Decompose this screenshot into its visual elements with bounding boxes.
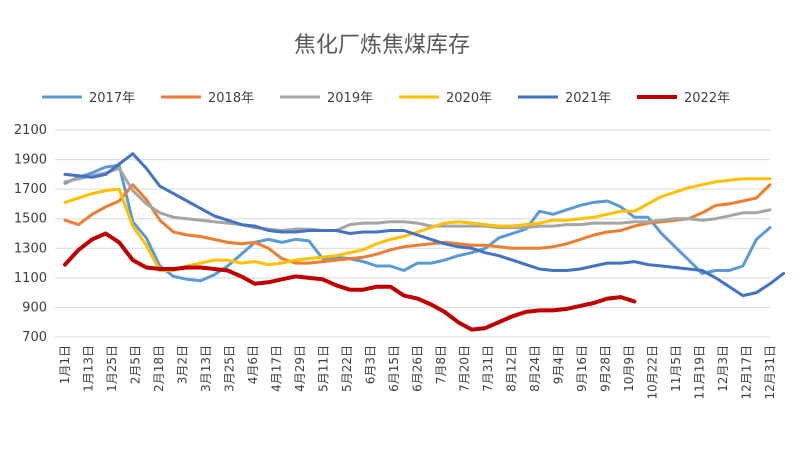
plot-area bbox=[63, 152, 786, 332]
x-tick-label: 6月3日 bbox=[364, 345, 378, 384]
y-tick-label: 900 bbox=[22, 300, 47, 315]
x-tick-label: 11月19日 bbox=[693, 345, 707, 400]
x-tick-label: 2月18日 bbox=[152, 345, 166, 392]
series-line-2021年 bbox=[63, 152, 786, 298]
legend: 2017年 2018年 2019年 2020年 2021年 2022年 bbox=[42, 91, 730, 106]
legend-label: 2017年 bbox=[89, 91, 135, 106]
x-tick-label: 4月29日 bbox=[293, 345, 307, 392]
x-tick-label: 9月16日 bbox=[575, 345, 589, 392]
x-tick-label: 7月20日 bbox=[458, 345, 472, 392]
x-tick-label: 8月12日 bbox=[505, 345, 519, 392]
y-axis: 700 900 1100 1300 1500 1700 1900 2100 bbox=[14, 123, 47, 345]
x-tick-label: 10月22日 bbox=[646, 345, 660, 400]
x-axis: 1月1日 1月13日 1月25日 2月5日 2月18日 3月2日 3月13日 3月25日 4月6… bbox=[58, 345, 777, 400]
chart-title: 焦化厂炼焦煤库存 bbox=[294, 33, 470, 58]
x-tick-label: 11月5日 bbox=[669, 345, 683, 392]
x-tick-label: 9月4日 bbox=[552, 345, 566, 384]
x-tick-label: 7月31日 bbox=[481, 345, 495, 392]
y-tick-label: 1900 bbox=[14, 153, 47, 168]
x-tick-label: 3月2日 bbox=[176, 345, 190, 384]
x-tick-label: 3月25日 bbox=[223, 345, 237, 392]
x-tick-label: 4月17日 bbox=[270, 345, 284, 392]
y-tick-label: 2100 bbox=[14, 123, 47, 138]
y-tick-label: 1700 bbox=[14, 182, 47, 197]
y-tick-label: 700 bbox=[22, 330, 47, 345]
y-tick-label: 1500 bbox=[14, 212, 47, 227]
legend-label: 2022年 bbox=[684, 91, 730, 106]
x-tick-label: 7月8日 bbox=[434, 345, 448, 384]
legend-label: 2019年 bbox=[327, 91, 373, 106]
legend-label: 2021年 bbox=[565, 91, 611, 106]
x-tick-label: 12月3日 bbox=[716, 345, 730, 392]
x-tick-label: 10月9日 bbox=[622, 345, 636, 392]
x-tick-label: 6月15日 bbox=[387, 345, 401, 392]
x-tick-label: 9月28日 bbox=[599, 345, 613, 392]
y-tick-label: 1100 bbox=[14, 271, 47, 286]
x-tick-label: 5月11日 bbox=[317, 345, 331, 392]
x-tick-label: 2月5日 bbox=[129, 345, 143, 384]
x-tick-label: 3月13日 bbox=[199, 345, 213, 392]
x-tick-label: 12月17日 bbox=[740, 345, 754, 400]
x-tick-label: 4月6日 bbox=[246, 345, 260, 384]
x-tick-label: 1月13日 bbox=[82, 345, 96, 392]
x-tick-label: 1月25日 bbox=[105, 345, 119, 392]
x-tick-label: 12月31日 bbox=[763, 345, 777, 400]
series-line-2019年 bbox=[63, 166, 772, 232]
legend-label: 2020年 bbox=[446, 91, 492, 106]
x-tick-label: 8月24日 bbox=[528, 345, 542, 392]
x-tick-label: 1月1日 bbox=[58, 345, 72, 384]
legend-label: 2018年 bbox=[208, 91, 254, 106]
series-line-2022年 bbox=[63, 231, 637, 332]
x-tick-label: 6月26日 bbox=[411, 345, 425, 392]
x-tick-label: 5月22日 bbox=[340, 345, 354, 392]
y-tick-label: 1300 bbox=[14, 241, 47, 256]
